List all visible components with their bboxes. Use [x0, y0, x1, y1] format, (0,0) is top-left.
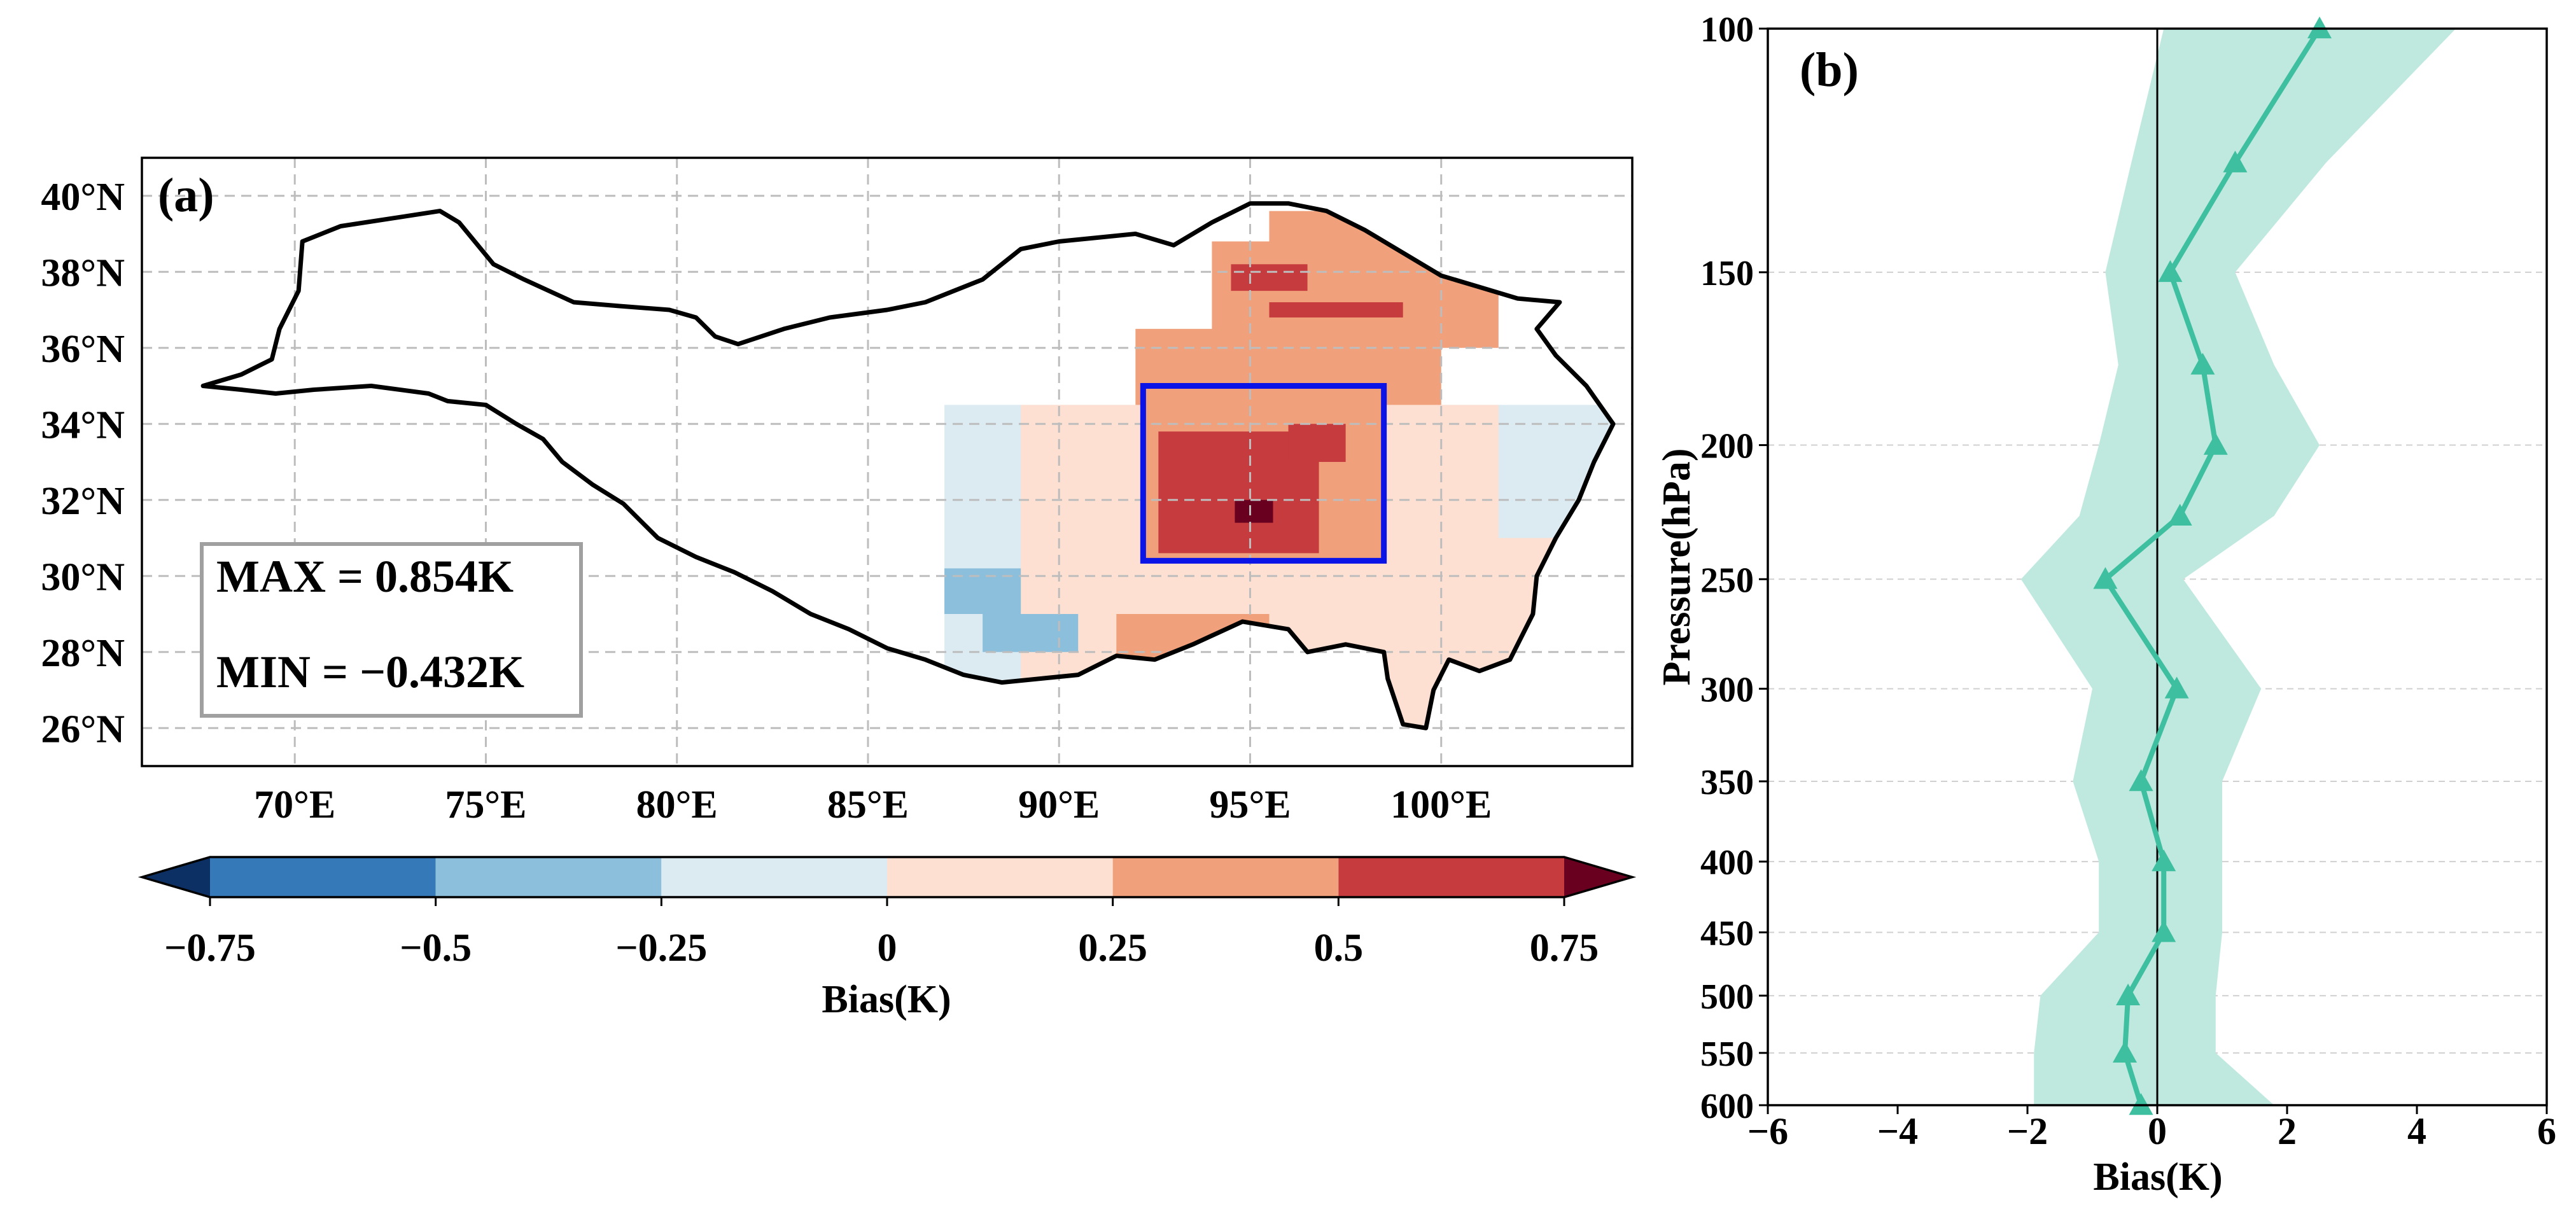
map-y-tick-label: 28°N [41, 632, 125, 675]
mean-bias-marker [2093, 567, 2118, 589]
colorbar-extend-high [1564, 857, 1632, 897]
colorbar-extend-low [142, 857, 210, 897]
map-x-tick-label: 90°E [1018, 783, 1100, 827]
profile-x-tick-label: 2 [2278, 1110, 2297, 1152]
colorbar-tick-label: 0.5 [1314, 926, 1364, 970]
bias-field-block [983, 614, 1079, 652]
profile-y-tick-label: 550 [1700, 1035, 1754, 1074]
profile-x-tick-label: −2 [2007, 1110, 2048, 1152]
mean-bias-marker [2129, 1093, 2153, 1115]
colorbar-bin [435, 857, 662, 897]
map-y-tick-label: 36°N [41, 328, 125, 371]
colorbar-tick-label: −0.25 [615, 926, 707, 970]
mean-bias-marker [2190, 352, 2215, 375]
profile-x-tick-label: −6 [1747, 1110, 1788, 1152]
profile-x-ticks: −6 −4 −2 0 2 4 6 [1747, 1105, 2556, 1152]
profile-y-tick-label: 250 [1700, 561, 1754, 600]
colorbar-tick-label: −0.75 [164, 926, 256, 970]
mean-bias-marker [2116, 983, 2141, 1006]
max-label: MAX = 0.854K [216, 551, 514, 602]
mean-bias-marker [2164, 676, 2189, 699]
bias-field-block [1231, 264, 1308, 291]
panel-a-map: (a) MAX = 0.854K MIN = −0.432K 70°E 75°E 8… [41, 157, 1634, 827]
panel-a-label: (a) [158, 169, 214, 222]
map-x-tick-label: 100°E [1390, 783, 1492, 827]
mean-bias-marker [2152, 920, 2176, 942]
profile-y-tick-label: 350 [1700, 763, 1754, 802]
colorbar-bin [210, 857, 436, 897]
bias-field-block [1269, 302, 1403, 317]
mean-bias-marker [2113, 1040, 2137, 1063]
map-y-tick-label: 34°N [41, 403, 125, 447]
mean-bias-marker [2167, 503, 2192, 526]
map-x-ticks: 70°E 75°E 80°E 85°E 90°E 95°E 100°E [254, 783, 1492, 827]
map-y-tick-label: 26°N [41, 708, 125, 751]
min-label: MIN = −0.432K [216, 646, 524, 697]
stats-box: MAX = 0.854K MIN = −0.432K [200, 542, 583, 718]
panel-b-profile: (b) −6 −4 −2 0 2 4 6 100 150 200 250 300 350 400 450 5… [1655, 10, 2556, 1199]
profile-y-tick-label: 400 [1700, 843, 1754, 883]
colorbar-tick-label: 0.75 [1530, 926, 1599, 970]
study-region-box [1140, 383, 1387, 564]
profile-x-label: Bias(K) [2093, 1155, 2222, 1199]
profile-y-tick-label: 150 [1700, 254, 1754, 293]
colorbar-bin [1112, 857, 1339, 897]
colorbar-bin [661, 857, 887, 897]
colorbar-tick-label: −0.5 [400, 926, 472, 970]
profile-y-label: Pressure(hPa) [1655, 448, 1698, 685]
map-x-tick-label: 80°E [636, 783, 718, 827]
panel-b-label: (b) [1800, 43, 1859, 97]
map-y-tick-label: 32°N [41, 480, 125, 523]
profile-y-tick-label: 500 [1700, 977, 1754, 1017]
panel-a-frame [141, 157, 1634, 767]
map-x-tick-label: 85°E [827, 783, 909, 827]
profile-y-ticks: 100 150 200 250 300 350 400 450 500 550 600 [1700, 10, 1768, 1126]
mean-bias-marker [2158, 260, 2183, 283]
mean-bias-markers [2093, 17, 2332, 1115]
profile-y-tick-label: 600 [1700, 1087, 1754, 1126]
profile-x-tick-label: −4 [1877, 1110, 1918, 1152]
colorbar: −0.75 −0.5 −0.25 0 0.25 0.5 0.75 Bias(K) [137, 856, 1637, 1021]
colorbar-bin [887, 857, 1113, 897]
plateau-boundary [200, 201, 1616, 730]
profile-x-tick-label: 0 [2148, 1110, 2167, 1152]
profile-y-tick-label: 300 [1700, 670, 1754, 709]
bias-spread-band [2020, 29, 2456, 1105]
map-y-ticks: 26°N 28°N 30°N 32°N 34°N 36°N 38°N 40°N [41, 176, 125, 751]
mean-bias-marker [2307, 17, 2332, 39]
map-y-tick-label: 30°N [41, 555, 125, 599]
map-y-tick-label: 40°N [41, 176, 125, 219]
map-x-tick-label: 70°E [254, 783, 335, 827]
map-x-tick-label: 95°E [1209, 783, 1291, 827]
map-x-tick-label: 75°E [445, 783, 526, 827]
map-y-tick-label: 38°N [41, 251, 125, 295]
profile-x-tick-label: 4 [2407, 1110, 2426, 1152]
colorbar-tick-label: 0.25 [1078, 926, 1147, 970]
colorbar-bin [1338, 857, 1564, 897]
colorbar-tick-label: 0 [878, 926, 897, 970]
mean-bias-marker [2152, 849, 2176, 872]
mean-bias-marker [2203, 433, 2228, 455]
bias-field-block [1288, 424, 1346, 462]
stats-box-frame [200, 542, 583, 718]
mean-bias-marker [2223, 150, 2248, 172]
profile-y-tick-label: 450 [1700, 914, 1754, 953]
bias-field [944, 211, 1613, 729]
bias-field-cells [944, 211, 1613, 729]
mean-bias-marker [2129, 769, 2153, 792]
profile-y-tick-label: 100 [1700, 10, 1754, 50]
colorbar-label: Bias(K) [822, 978, 951, 1021]
mean-bias-line [2103, 27, 2322, 1106]
profile-x-tick-label: 6 [2537, 1110, 2556, 1152]
profile-y-tick-label: 200 [1700, 427, 1754, 466]
bias-field-block [1235, 499, 1273, 523]
